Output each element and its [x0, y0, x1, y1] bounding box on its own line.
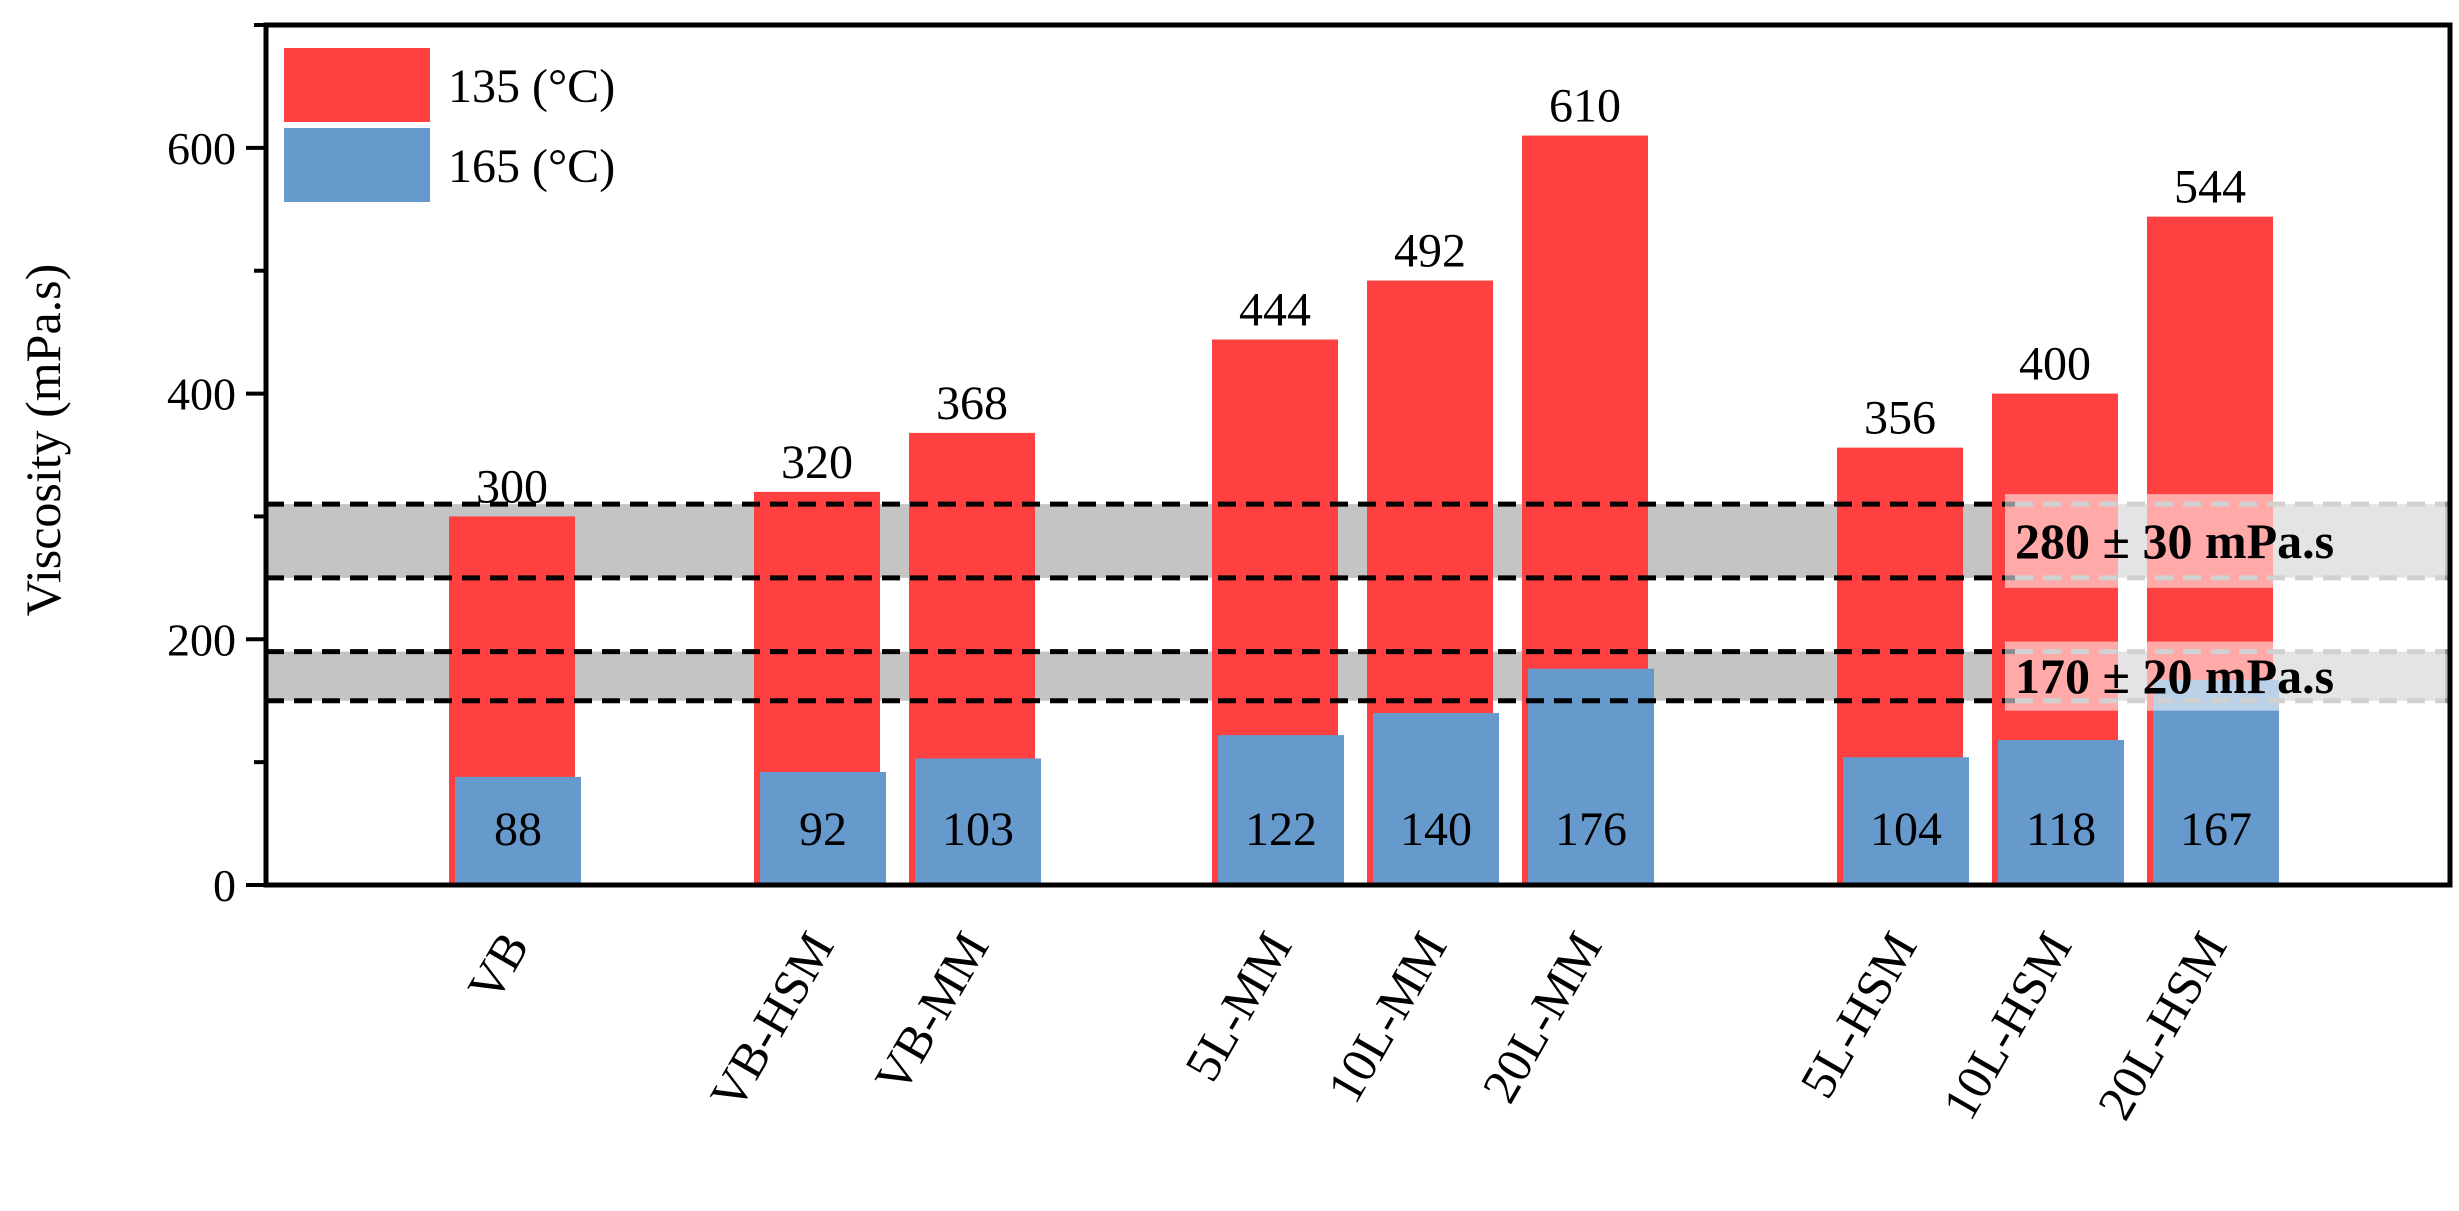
band-label-1: 170 ± 20 mPa.s	[2015, 648, 2334, 704]
y-tick-label-200: 200	[167, 614, 236, 665]
legend-label-1: 165 (°C)	[448, 140, 615, 193]
x-tick-label-10L-HSM: 10L-HSM	[1931, 923, 2082, 1129]
data-label-165-VB-MM: 103	[942, 803, 1014, 856]
x-tick-label-5L-MM: 5L-MM	[1173, 923, 1302, 1091]
bar-165-10L-HSM	[1998, 740, 2124, 885]
data-label-135-10L-HSM: 400	[2019, 338, 2091, 391]
bar-165-5L-HSM	[1843, 757, 1969, 885]
data-label-135-VB-HSM: 320	[781, 436, 853, 489]
band-lines: 280 ± 30 mPa.s 170 ± 20 mPa.s	[266, 494, 2450, 711]
y-tick-label-400: 400	[167, 369, 236, 420]
x-tick-label-VB-MM: VB-MM	[864, 923, 1000, 1103]
bar-165-5L-MM	[1218, 735, 1344, 885]
data-label-135-VB: 300	[476, 460, 548, 513]
x-tick-label-10L-MM: 10L-MM	[1316, 923, 1458, 1112]
data-label-165-10L-MM: 140	[1400, 803, 1472, 856]
data-label-135-10L-MM: 492	[1394, 225, 1466, 278]
plot-frame	[263, 22, 2453, 888]
data-label-165-5L-HSM: 104	[1870, 803, 1942, 856]
y-tick-label-600: 600	[167, 123, 236, 174]
data-label-165-VB: 88	[494, 803, 542, 856]
data-label-135-5L-MM: 444	[1239, 284, 1311, 337]
x-tick-label-20L-MM: 20L-MM	[1471, 923, 1613, 1112]
x-tick-label-20L-HSM: 20L-HSM	[2086, 923, 2237, 1129]
x-tick-label-5L-HSM: 5L-HSM	[1789, 923, 1928, 1107]
y-tick-label-0: 0	[213, 860, 236, 911]
bar-165-VB-HSM	[760, 771, 886, 885]
band-label-0: 280 ± 30 mPa.s	[2015, 513, 2334, 569]
data-label-165-10L-HSM: 118	[2026, 803, 2096, 856]
legend-swatch-0	[284, 48, 430, 122]
data-label-135-20L-MM: 610	[1549, 80, 1621, 133]
bar-165-20L-HSM	[2153, 679, 2279, 885]
bar-165-10L-MM	[1373, 713, 1499, 885]
data-label-135-VB-MM: 368	[936, 377, 1008, 430]
data-label-165-20L-MM: 176	[1555, 803, 1627, 856]
data-label-135-5L-HSM: 356	[1864, 392, 1936, 445]
x-tick-label-VB-HSM: VB-HSM	[699, 923, 845, 1119]
bar-165-VB	[455, 776, 581, 885]
legend: 135 (°C) 165 (°C)	[284, 48, 615, 202]
band-label-bg-0	[2005, 494, 2445, 588]
x-tick-label-VB: VB	[456, 923, 539, 1011]
data-label-135-20L-HSM: 544	[2174, 161, 2246, 214]
bar-165-VB-MM	[915, 758, 1041, 885]
band-label-bg-1	[2005, 641, 2445, 711]
legend-swatch-1	[284, 128, 430, 202]
data-label-165-VB-HSM: 92	[799, 803, 847, 856]
bar-165-20L-MM	[1528, 668, 1654, 885]
y-axis-label: Viscosity (mPa.s)	[15, 264, 71, 617]
bars	[449, 135, 2279, 886]
data-label-165-20L-HSM: 167	[2180, 803, 2252, 856]
legend-label-0: 135 (°C)	[448, 60, 615, 113]
data-label-165-5L-MM: 122	[1245, 803, 1317, 856]
data-labels: 300 88 320 92 368 103 444 122 492 140 610 176 356 104…	[476, 80, 2252, 856]
